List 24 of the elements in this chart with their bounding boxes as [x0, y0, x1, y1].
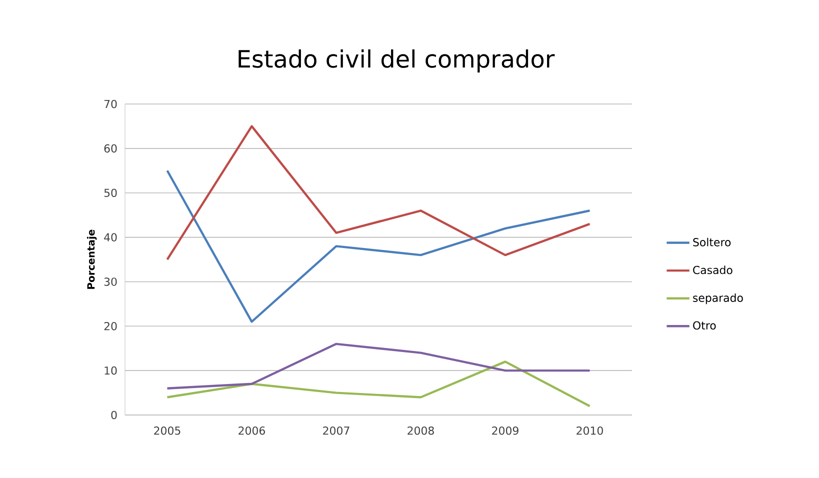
chart-title: Estado civil del comprador	[238, 49, 555, 73]
y-tick-label: 10	[104, 366, 117, 375]
y-tick-label: 40	[104, 233, 117, 242]
y-tick-label: 30	[104, 278, 117, 286]
y-tick-label: 60	[104, 144, 117, 153]
x-tick-label: 2009	[492, 426, 518, 435]
x-tick-label: 2008	[408, 426, 434, 435]
legend-label: Otro	[693, 321, 716, 330]
legend-label: separado	[693, 293, 743, 304]
y-tick-label: 0	[111, 410, 117, 420]
y-axis-title: Porcentaje	[86, 230, 97, 289]
line-series	[166, 170, 591, 323]
x-tick-label: 2006	[238, 426, 265, 435]
x-tick-label: 2010	[576, 426, 603, 435]
y-tick-label: 50	[104, 188, 117, 198]
line-series	[166, 125, 591, 261]
line-series	[166, 360, 591, 408]
legend-label: Soltero	[693, 238, 731, 246]
legend-label: Casado	[693, 266, 732, 274]
y-tick-label: 70	[104, 100, 117, 108]
x-tick-label: 2007	[323, 426, 350, 435]
y-tick-label: 20	[104, 322, 117, 330]
x-tick-label: 2005	[154, 426, 180, 435]
line-series	[166, 342, 591, 390]
